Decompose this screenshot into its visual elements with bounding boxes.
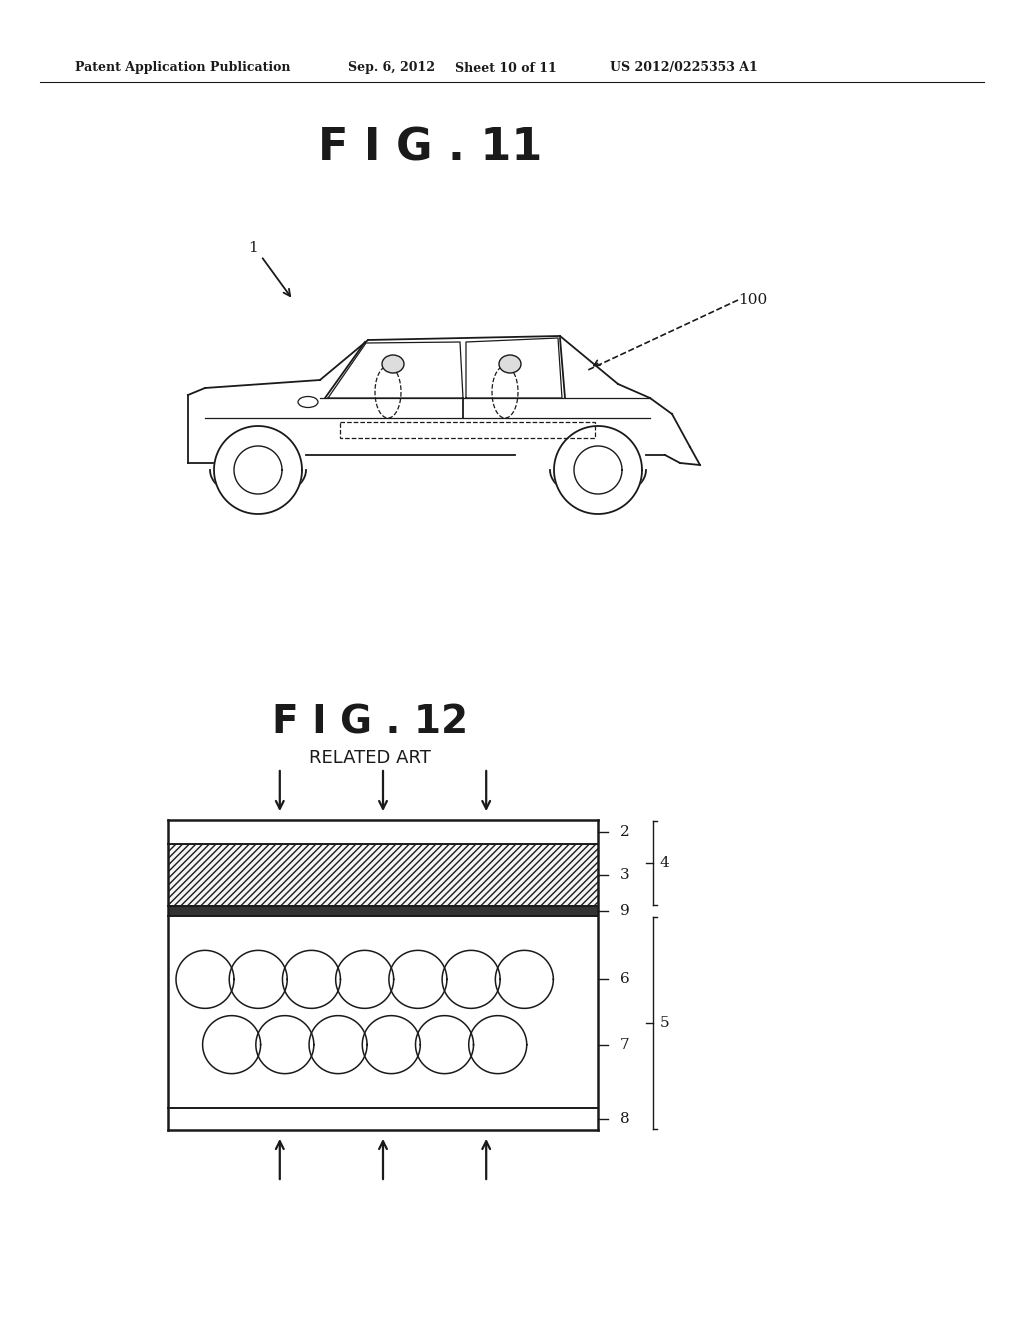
Text: Patent Application Publication: Patent Application Publication bbox=[75, 62, 291, 74]
Polygon shape bbox=[496, 950, 553, 1008]
Polygon shape bbox=[283, 950, 340, 1008]
Polygon shape bbox=[442, 950, 500, 1008]
Text: 5: 5 bbox=[660, 1016, 670, 1030]
Bar bbox=[168, 843, 598, 906]
Text: 2: 2 bbox=[620, 825, 630, 840]
Polygon shape bbox=[176, 950, 234, 1008]
Ellipse shape bbox=[298, 396, 318, 408]
Text: 9: 9 bbox=[620, 904, 630, 917]
Text: 8: 8 bbox=[620, 1111, 630, 1126]
Polygon shape bbox=[203, 1015, 261, 1073]
Bar bbox=[168, 916, 598, 1107]
Bar bbox=[168, 906, 598, 916]
Polygon shape bbox=[469, 1015, 526, 1073]
Text: 1: 1 bbox=[248, 242, 258, 255]
Text: F I G . 11: F I G . 11 bbox=[317, 127, 542, 169]
Text: 4: 4 bbox=[660, 855, 670, 870]
Text: 6: 6 bbox=[620, 973, 630, 986]
Bar bbox=[340, 422, 595, 438]
Text: Sep. 6, 2012: Sep. 6, 2012 bbox=[348, 62, 435, 74]
Polygon shape bbox=[554, 426, 642, 513]
Polygon shape bbox=[389, 950, 446, 1008]
Text: F I G . 12: F I G . 12 bbox=[272, 704, 468, 741]
Bar bbox=[168, 1107, 598, 1130]
Text: 3: 3 bbox=[620, 869, 630, 882]
Polygon shape bbox=[214, 426, 302, 513]
Text: Sheet 10 of 11: Sheet 10 of 11 bbox=[455, 62, 557, 74]
Polygon shape bbox=[362, 1015, 420, 1073]
Ellipse shape bbox=[499, 355, 521, 374]
Polygon shape bbox=[309, 1015, 367, 1073]
Text: 7: 7 bbox=[620, 1038, 630, 1052]
Ellipse shape bbox=[382, 355, 404, 374]
Polygon shape bbox=[229, 950, 287, 1008]
Text: US 2012/0225353 A1: US 2012/0225353 A1 bbox=[610, 62, 758, 74]
Polygon shape bbox=[416, 1015, 473, 1073]
Polygon shape bbox=[234, 446, 282, 494]
Bar bbox=[168, 820, 598, 843]
Polygon shape bbox=[336, 950, 393, 1008]
Polygon shape bbox=[256, 1015, 313, 1073]
Polygon shape bbox=[574, 446, 622, 494]
Text: 100: 100 bbox=[738, 293, 767, 308]
Text: RELATED ART: RELATED ART bbox=[309, 748, 431, 767]
